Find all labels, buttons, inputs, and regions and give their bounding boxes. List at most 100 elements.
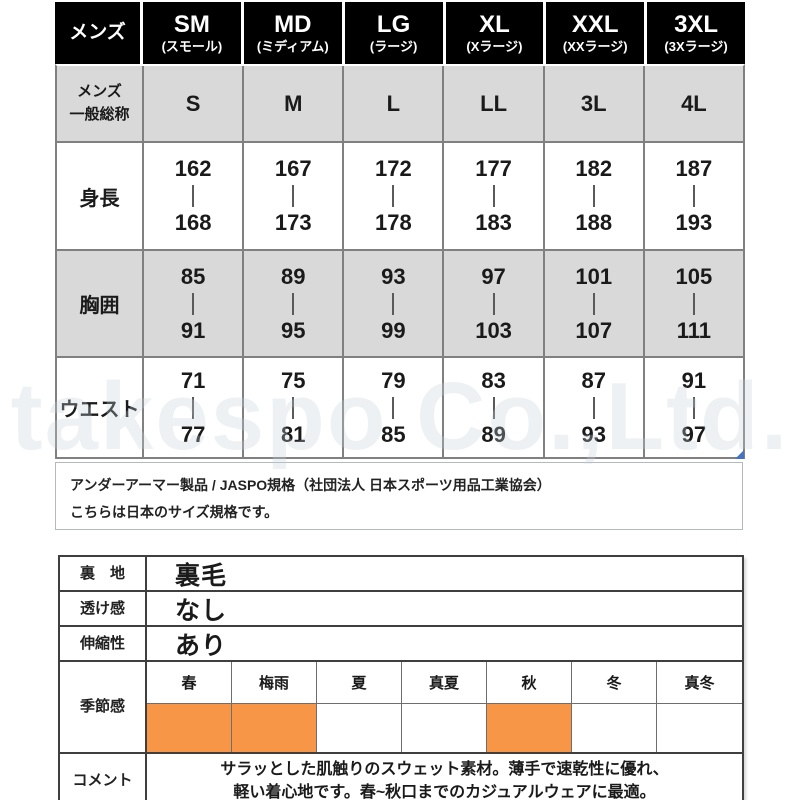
height-cell: 167 173 [244, 143, 343, 249]
spec-comment-text: サラッとした肌触りのスウェット素材。薄手で速乾性に優れ、 軽い着心地です。春~秋… [147, 754, 742, 800]
standards-note-box: アンダーアーマー製品 / JASPO規格（社団法人 日本スポーツ用品工業協会） … [55, 462, 743, 530]
range-top: 167 [274, 156, 312, 181]
range-top: 79 [381, 367, 406, 393]
range-bar [592, 185, 595, 207]
spec-row-season: 季節感 春 梅雨 夏 真夏 秋 [60, 662, 742, 754]
range-top: 101 [575, 263, 613, 289]
range-top: 182 [575, 156, 613, 181]
range-bottom: 99 [381, 317, 406, 343]
season-col-summer: 夏 [317, 662, 402, 752]
row-label-general: メンズ 一般総称 [57, 66, 142, 141]
note-line-1: アンダーアーマー製品 / JASPO規格（社団法人 日本スポーツ用品工業協会） [70, 477, 551, 493]
range-bottom: 183 [475, 210, 512, 235]
spec-row-comment: コメント サラッとした肌触りのスウェット素材。薄手で速乾性に優れ、 軽い着心地で… [60, 754, 742, 800]
row-label-height: 身長 [57, 143, 142, 249]
range-top: 93 [381, 263, 406, 289]
range-bar [692, 185, 695, 207]
col-kana: (3Xラージ) [664, 39, 728, 55]
col-code: XL [479, 10, 510, 38]
range-bottom: 81 [281, 421, 306, 447]
chest-cell: 93 99 [344, 251, 443, 356]
season-col-autumn: 秋 [487, 662, 572, 752]
range-top: 91 [681, 367, 707, 393]
height-cell: 182 188 [544, 143, 643, 249]
range-bar [292, 396, 295, 419]
range-top: 97 [481, 263, 506, 289]
range-bottom: 173 [274, 210, 312, 235]
spec-label-season: 季節感 [60, 662, 147, 752]
spec-row-sheerness: 透け感 なし [60, 592, 742, 627]
general-cell: M [244, 66, 343, 141]
season-fill [657, 704, 742, 752]
range-bottom: 168 [174, 210, 212, 235]
season-col-midwinter: 真冬 [657, 662, 742, 752]
spec-label-stretch: 伸縮性 [60, 627, 147, 660]
col-code: XXL [571, 10, 619, 38]
range-bottom: 93 [581, 421, 606, 447]
col-code: 3XL [674, 10, 719, 38]
range-bar [692, 292, 695, 315]
general-cell: S [144, 66, 243, 141]
col-code: SM [173, 10, 210, 38]
range-bottom: 107 [575, 317, 613, 343]
season-name: 秋 [487, 662, 571, 704]
season-fill [487, 704, 571, 752]
range-bottom: 178 [375, 210, 412, 235]
range-top: 87 [581, 367, 606, 393]
col-kana: (Xラージ) [466, 39, 523, 55]
chest-cell: 85 91 [144, 251, 243, 356]
range-top: 177 [475, 156, 512, 181]
header-corner-cell: メンズ [55, 2, 140, 64]
range-top: 89 [281, 263, 306, 289]
spec-label-sheerness: 透け感 [60, 592, 147, 625]
season-fill [147, 704, 231, 752]
range-bottom: 103 [475, 317, 512, 343]
header-col-md: MD (ミディアム) [243, 2, 342, 64]
range-bar [192, 292, 195, 315]
spec-label-lining: 裏 地 [60, 557, 147, 590]
waist-cell: 79 85 [344, 358, 443, 457]
label-line1: メンズ [77, 83, 122, 100]
range-bottom: 77 [180, 421, 206, 447]
range-bar [592, 396, 595, 419]
range-bar [492, 185, 495, 207]
season-name: 真夏 [402, 662, 486, 704]
spec-row-stretch: 伸縮性 あり [60, 627, 742, 662]
header-col-xl: XL (Xラージ) [445, 2, 544, 64]
size-table-header-row: メンズ SM (スモール) MD (ミディアム) LG (ラージ) XL (Xラ… [55, 2, 745, 64]
selection-corner-marker [735, 450, 744, 459]
header-col-sm: SM (スモール) [143, 2, 241, 64]
season-fill [572, 704, 656, 752]
waist-cell: 91 97 [644, 358, 743, 457]
col-code: MD [274, 10, 312, 38]
size-table-body: メンズ 一般総称 S M L LL 3L 4L 身長 162 168 167 1… [55, 64, 745, 459]
spec-value-lining: 裏毛 [175, 561, 228, 590]
range-top: 75 [281, 367, 306, 393]
mens-size-table: メンズ SM (スモール) MD (ミディアム) LG (ラージ) XL (Xラ… [55, 2, 745, 459]
range-top: 172 [375, 156, 412, 181]
height-cell: 187 193 [644, 143, 743, 249]
general-cell: LL [444, 66, 543, 141]
spec-row-lining: 裏 地 裏毛 [60, 557, 742, 592]
range-bar [692, 396, 695, 419]
comment-line-1: サラッとした肌触りのスウェット素材。薄手で速乾性に優れ、 [220, 761, 669, 778]
range-bottom: 188 [575, 210, 613, 235]
range-bar [492, 396, 495, 419]
chest-cell: 105 111 [644, 251, 743, 356]
season-col-spring: 春 [147, 662, 232, 752]
range-top: 187 [675, 156, 713, 181]
season-name: 夏 [317, 662, 401, 704]
range-bottom: 193 [675, 210, 713, 235]
range-bottom: 97 [681, 421, 707, 447]
spec-value-sheerness: なし [175, 596, 228, 625]
range-top: 71 [180, 367, 206, 393]
general-cell: 3L [544, 66, 643, 141]
col-kana: (XXラージ) [562, 39, 628, 55]
season-col-winter: 冬 [572, 662, 657, 752]
height-cell: 177 183 [444, 143, 543, 249]
range-bottom: 91 [180, 317, 206, 343]
range-bar [592, 292, 595, 315]
range-bar [392, 185, 395, 207]
range-top: 162 [174, 156, 212, 181]
season-name: 真冬 [657, 662, 742, 704]
